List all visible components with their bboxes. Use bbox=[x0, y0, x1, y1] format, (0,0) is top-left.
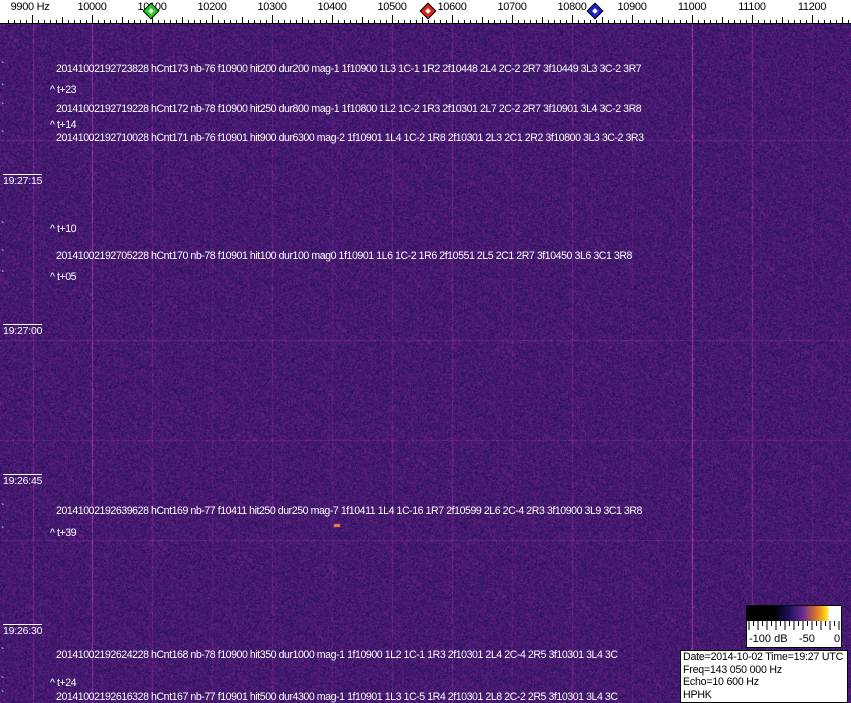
log-line: 20141002192723828 hCnt173 nb-76 f10900 h… bbox=[56, 63, 642, 75]
freq-label: 10600 bbox=[437, 1, 467, 13]
color-scale-ticks bbox=[748, 621, 840, 630]
freq-label: 11100 bbox=[738, 1, 766, 13]
line-marker: ` bbox=[1, 503, 5, 514]
freq-label: 10200 bbox=[197, 1, 227, 13]
date-time: Date=2014-10-02 Time=19:27 UTC bbox=[683, 651, 844, 663]
line-marker: ` bbox=[1, 61, 5, 72]
scale-label: -50 bbox=[799, 633, 815, 645]
time-label: 19:26:45 bbox=[3, 474, 43, 487]
time-offset: ^ t+05 bbox=[50, 271, 77, 283]
line-marker: ` bbox=[1, 249, 5, 260]
line-marker: ` bbox=[1, 130, 5, 141]
ruler-ticks bbox=[0, 15, 851, 24]
line-marker: ` bbox=[1, 83, 5, 94]
frequency-ruler[interactable]: 9900 Hz 10000 10100 10200 10300 10400 10… bbox=[0, 0, 851, 24]
log-line: 20141002192719228 hCnt172 nb-78 f10900 h… bbox=[56, 103, 642, 115]
line-marker: ` bbox=[1, 676, 5, 687]
log-line: 20141002192705228 hCnt170 nb-78 f10901 h… bbox=[56, 250, 632, 262]
log-line: 20141002192710028 hCnt171 nb-76 f10901 h… bbox=[56, 132, 644, 144]
log-line: 20141002192616328 hCnt167 nb-77 f10901 h… bbox=[56, 691, 618, 703]
time-offset: ^ t+24 bbox=[50, 677, 77, 689]
freq-label: 11000 bbox=[677, 1, 707, 13]
color-scale: -100 dB -50 0 bbox=[746, 605, 842, 648]
freq-label: 9900 Hz bbox=[10, 1, 50, 13]
line-marker: ` bbox=[1, 102, 5, 113]
color-gradient bbox=[747, 606, 841, 621]
scale-label: -100 dB bbox=[749, 633, 788, 645]
time-label: 19:26:30 bbox=[3, 624, 43, 637]
freq-label: 10900 bbox=[617, 1, 647, 13]
time-offset: ^ t+10 bbox=[50, 223, 77, 235]
freq-label: 10300 bbox=[257, 1, 287, 13]
time-offset: ^ t+23 bbox=[50, 84, 77, 96]
frequency: Freq=143 050 000 Hz bbox=[683, 663, 782, 676]
line-marker: ` bbox=[1, 647, 5, 658]
scale-label: 0 bbox=[834, 633, 841, 645]
freq-label: 10500 bbox=[377, 1, 407, 13]
line-marker: ` bbox=[1, 690, 5, 701]
time-label: 19:27:00 bbox=[3, 324, 43, 337]
station: HPHK bbox=[683, 688, 712, 701]
line-marker: ` bbox=[1, 270, 5, 281]
info-box: Date=2014-10-02 Time=19:27 UTC Freq=143 … bbox=[680, 650, 848, 703]
time-offset: ^ t+14 bbox=[50, 119, 77, 131]
freq-label: 10000 bbox=[77, 1, 107, 13]
spectrogram-waterfall[interactable] bbox=[0, 24, 851, 703]
freq-label: 11200 bbox=[797, 1, 827, 13]
line-marker: ` bbox=[1, 526, 5, 537]
time-offset: ^ t+39 bbox=[50, 527, 77, 539]
freq-label: 10400 bbox=[317, 1, 347, 13]
freq-label: 10800 bbox=[557, 1, 587, 13]
echo-frequency: Echo=10 600 Hz bbox=[683, 676, 759, 688]
log-line: 20141002192624228 hCnt168 nb-78 f10900 h… bbox=[56, 649, 618, 661]
freq-label: 10700 bbox=[497, 1, 527, 13]
log-line: 20141002192639628 hCnt169 nb-77 f10411 h… bbox=[56, 505, 643, 517]
line-marker: ` bbox=[1, 221, 5, 232]
time-label: 19:27:15 bbox=[3, 174, 43, 187]
